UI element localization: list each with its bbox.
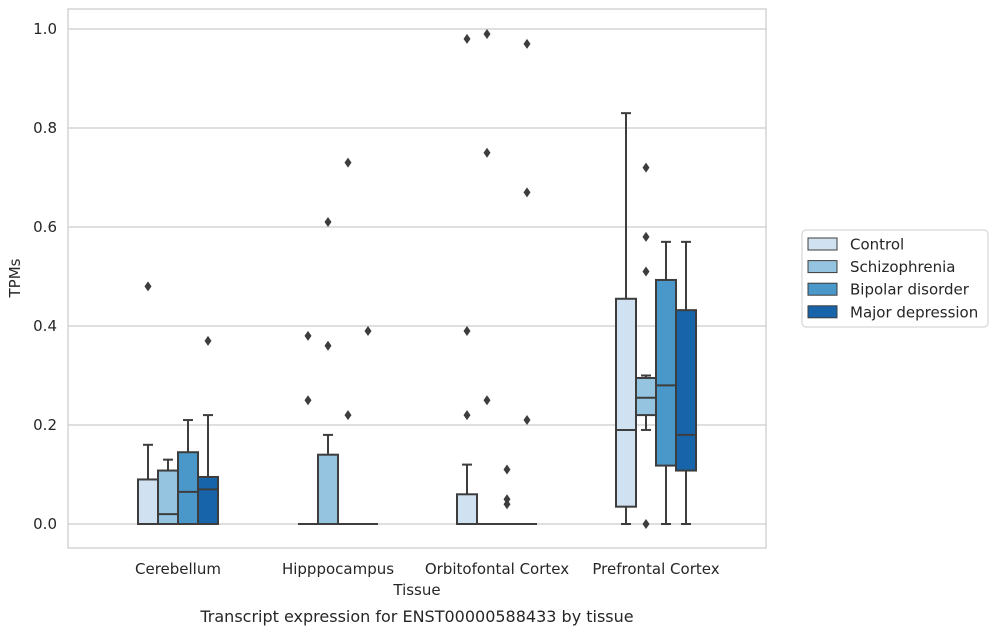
- outlier-point: [463, 410, 471, 421]
- legend-swatch: [807, 282, 838, 296]
- outlier-point: [204, 335, 212, 346]
- x-tick-label: Cerebellum: [135, 560, 221, 578]
- box-major-depression: [675, 240, 697, 525]
- outlier-point: [523, 415, 531, 426]
- iqr-box: [177, 451, 199, 526]
- box-control: [456, 33, 478, 525]
- outlier-point: [483, 28, 491, 39]
- box-bipolar-disorder: [338, 157, 358, 525]
- outlier-point: [483, 395, 491, 406]
- y-tick-labels: 0.0 0.2 0.4 0.6 0.8 1.0: [33, 20, 57, 533]
- outlier-point: [463, 325, 471, 336]
- box-groups: [137, 28, 697, 529]
- chart-caption: Transcript expression for ENST0000058843…: [199, 607, 633, 626]
- plot-frame: [67, 8, 767, 549]
- outlier-point: [344, 157, 352, 168]
- outlier-point: [344, 410, 352, 421]
- y-axis-label: TPMs: [6, 258, 24, 298]
- legend-swatch: [807, 260, 838, 274]
- legend-label: Major depression: [850, 303, 978, 321]
- box-schizophrenia: [157, 458, 179, 526]
- box-major-depression: [358, 325, 378, 525]
- legend-label: Control: [850, 236, 904, 254]
- x-tick-labels: Cerebellum Hipppocampus Orbitofontal Corte…: [135, 560, 720, 578]
- outlier-point: [523, 187, 531, 198]
- box-bipolar-disorder: [655, 240, 677, 525]
- x-tick-label: Hipppocampus: [282, 560, 394, 578]
- box-major-depression: [517, 38, 537, 525]
- box-bipolar-disorder: [177, 419, 199, 526]
- iqr-box: [615, 297, 637, 508]
- y-tick-label: 0.4: [33, 317, 57, 335]
- outlier-point: [463, 33, 471, 44]
- box-control: [615, 112, 637, 525]
- iqr-box: [675, 309, 697, 472]
- box-bipolar-disorder: [497, 464, 517, 525]
- iqr-box: [456, 493, 478, 525]
- legend-swatch: [807, 237, 838, 251]
- box-schizophrenia: [317, 217, 339, 526]
- legend-label: Schizophrenia: [850, 258, 955, 276]
- outlier-point: [642, 266, 650, 277]
- x-tick-label: Orbitofontal Cortex: [425, 560, 569, 578]
- outlier-point: [364, 325, 372, 336]
- outlier-point: [324, 217, 332, 228]
- y-tick-label: 0.2: [33, 416, 57, 434]
- iqr-box: [157, 469, 179, 526]
- x-axis-label: Tissue: [392, 581, 440, 599]
- legend: Control Schizophrenia Bipolar disorder Majo…: [801, 229, 989, 328]
- box-major-depression: [197, 335, 219, 526]
- iqr-box: [317, 453, 339, 526]
- iqr-box: [197, 475, 219, 526]
- y-tick-label: 1.0: [33, 20, 57, 38]
- iqr-box: [137, 478, 159, 526]
- outlier-point: [304, 330, 312, 341]
- box-control: [137, 281, 159, 526]
- outlier-point: [144, 281, 152, 292]
- legend-label: Bipolar disorder: [850, 281, 970, 299]
- outlier-point: [642, 162, 650, 173]
- grid-lines: [68, 28, 766, 525]
- y-tick-label: 0.8: [33, 119, 57, 137]
- y-tick-label: 0.6: [33, 218, 57, 236]
- outlier-point: [642, 519, 650, 529]
- box-control: [298, 330, 318, 525]
- x-tick-label: Prefrontal Cortex: [592, 560, 719, 578]
- outlier-point: [503, 464, 511, 475]
- y-tick-label: 0.0: [33, 515, 57, 533]
- outlier-point: [483, 147, 491, 158]
- outlier-point: [304, 395, 312, 406]
- legend-swatch: [807, 305, 838, 319]
- outlier-point: [642, 231, 650, 242]
- box-schizophrenia: [635, 162, 657, 529]
- iqr-box: [655, 278, 677, 467]
- legend-frame: [801, 229, 989, 328]
- iqr-box: [635, 376, 657, 417]
- outlier-point: [503, 499, 511, 510]
- box-schizophrenia: [477, 28, 497, 525]
- outlier-point: [523, 38, 531, 49]
- outlier-point: [324, 340, 332, 351]
